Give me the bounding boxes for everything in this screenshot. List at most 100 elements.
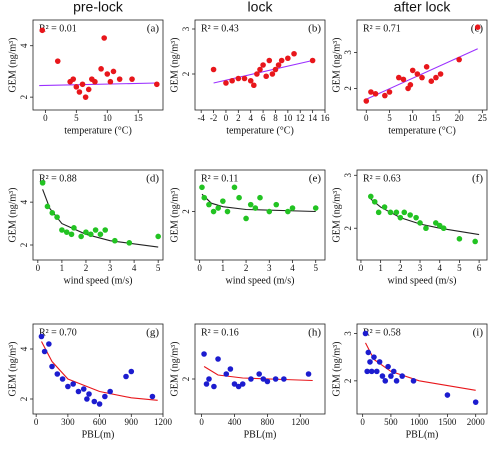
- data-point: [309, 57, 316, 64]
- data-point: [102, 393, 108, 400]
- data-point: [264, 378, 271, 385]
- data-point: [97, 231, 104, 238]
- plot-frame: [194, 323, 326, 415]
- data-point: [363, 98, 370, 104]
- x-tick-label: 16: [321, 113, 331, 123]
- data-point: [305, 371, 312, 377]
- data-point: [372, 91, 379, 97]
- data-point: [419, 74, 425, 81]
- data-point: [203, 381, 210, 387]
- x-tick-label: 15: [134, 113, 144, 123]
- panel-letter: (b): [308, 23, 321, 35]
- data-point: [414, 71, 421, 77]
- y-tick-label: 2: [19, 397, 29, 402]
- data-point: [123, 373, 129, 380]
- data-point: [379, 373, 386, 379]
- data-point: [257, 194, 263, 201]
- y-axis-label: GEM (ng/m³): [169, 188, 180, 243]
- x-tick-label: 0: [364, 113, 369, 123]
- x-tick-label: -4: [197, 113, 205, 123]
- plot-frame: [356, 19, 488, 111]
- data-point: [224, 208, 231, 215]
- x-tick-label: 0: [197, 263, 202, 273]
- y-tick-label: 3: [343, 331, 353, 336]
- y-tick-label: 3: [181, 26, 191, 31]
- data-point: [71, 225, 77, 231]
- x-tick-label: 400: [228, 417, 242, 427]
- data-point: [129, 76, 135, 82]
- data-point: [231, 381, 238, 387]
- data-point: [149, 393, 156, 400]
- data-point: [260, 62, 266, 68]
- x-tick-label: 0: [224, 113, 229, 123]
- data-point: [85, 86, 92, 93]
- data-point: [456, 236, 463, 242]
- x-tick-label: 20: [455, 113, 465, 123]
- fit-line: [39, 82, 157, 87]
- data-point: [397, 214, 404, 221]
- x-tick-label: 4: [437, 263, 442, 273]
- data-point: [112, 237, 118, 244]
- data-point: [291, 50, 297, 57]
- data-point: [70, 76, 77, 82]
- y-axis-label: GEM (ng/m³): [331, 342, 342, 397]
- x-tick-label: 1: [378, 263, 383, 273]
- data-point: [102, 227, 109, 233]
- data-point: [96, 401, 103, 407]
- x-tick-label: 1: [221, 263, 226, 273]
- data-point: [68, 231, 75, 238]
- data-point: [49, 363, 55, 370]
- data-point: [227, 366, 234, 372]
- x-tick-label: 12: [296, 113, 305, 123]
- data-point: [399, 373, 406, 379]
- panel-letter: (h): [308, 327, 321, 339]
- y-tick-label: 2: [181, 72, 191, 77]
- data-point: [223, 80, 229, 86]
- panel-letter: (f): [472, 173, 483, 185]
- data-point: [92, 78, 98, 85]
- data-point: [76, 89, 83, 95]
- data-point: [84, 396, 90, 402]
- plot-frame: [32, 169, 164, 261]
- data-point: [251, 82, 257, 89]
- x-tick-label: 15: [431, 113, 441, 123]
- data-point: [278, 57, 285, 64]
- data-point: [116, 76, 123, 82]
- data-point: [371, 354, 377, 360]
- y-tick-label: 2: [19, 243, 29, 248]
- y-tick-label: 2: [19, 95, 29, 100]
- x-tick-label: 4: [290, 263, 295, 273]
- x-tick-label: 25: [478, 113, 488, 123]
- x-tick-label: 2: [84, 263, 89, 273]
- x-axis-label: wind speed (m/s): [388, 275, 457, 286]
- data-point: [223, 371, 230, 377]
- data-point: [80, 386, 87, 392]
- x-tick-label: 6: [477, 263, 482, 273]
- data-point: [91, 398, 98, 405]
- data-point: [54, 58, 61, 64]
- y-tick-label: 4: [19, 43, 29, 48]
- x-axis-label: temperature (°C): [388, 125, 456, 136]
- data-point: [235, 383, 242, 390]
- data-point: [371, 198, 378, 205]
- data-point: [235, 75, 242, 82]
- x-tick-label: 0: [43, 113, 48, 123]
- x-tick-label: 900: [125, 417, 139, 427]
- x-tick-label: 3: [108, 263, 113, 273]
- data-point: [263, 73, 269, 80]
- data-point: [65, 383, 71, 390]
- data-point: [272, 66, 279, 73]
- data-point: [201, 194, 208, 201]
- x-tick-label: 4: [248, 113, 253, 123]
- data-point: [54, 214, 60, 220]
- r-squared: R² = 0.88: [39, 173, 77, 184]
- data-point: [128, 368, 135, 375]
- x-tick-label: 1200: [291, 417, 310, 427]
- data-point: [407, 82, 414, 88]
- panel-letter: (g): [146, 327, 159, 339]
- data-point: [220, 198, 226, 204]
- y-axis-label: GEM (ng/m³): [7, 38, 18, 93]
- panel-letter: (e): [309, 173, 322, 185]
- data-point: [199, 184, 205, 191]
- x-tick-label: 5: [156, 263, 161, 273]
